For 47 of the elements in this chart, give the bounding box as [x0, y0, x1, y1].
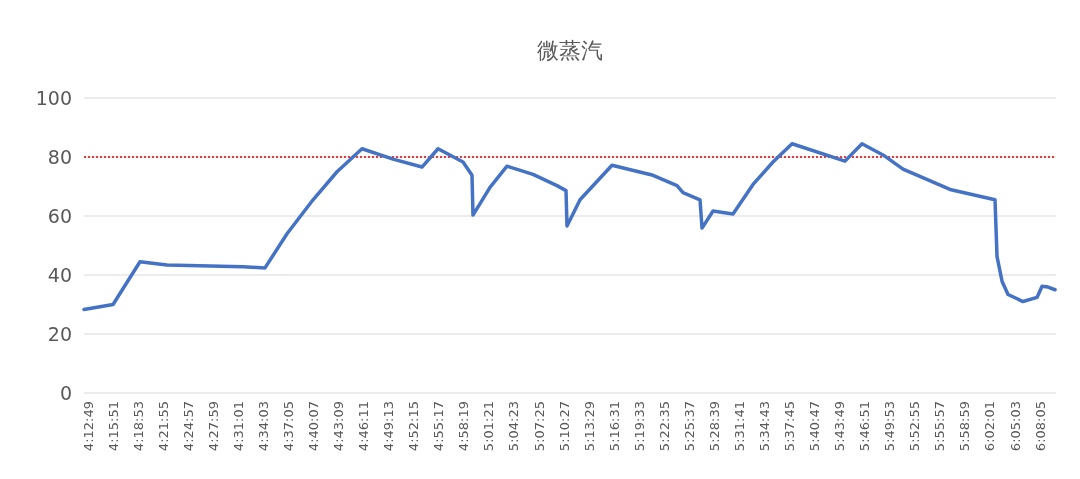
x-tick-label: 4:52:15 [406, 401, 422, 452]
y-tick-label: 80 [47, 145, 72, 168]
x-tick-label: 5:28:39 [706, 401, 722, 452]
x-tick-label: 4:40:07 [306, 401, 322, 452]
x-tick-label: 6:08:05 [1032, 401, 1048, 452]
x-tick-label: 4:31:01 [230, 401, 246, 452]
x-tick-label: 5:25:37 [681, 401, 697, 452]
x-tick-label: 6:02:01 [982, 401, 998, 452]
x-tick-label: 5:46:51 [857, 401, 873, 452]
y-tick-label: 20 [47, 322, 72, 345]
x-tick-label: 4:58:19 [456, 401, 472, 452]
line-series [82, 141, 1057, 312]
x-tick-label: 5:40:47 [807, 401, 823, 452]
x-tick-label: 5:07:25 [531, 401, 547, 452]
chart-title: 微蒸汽 [537, 38, 603, 63]
x-tick-label: 5:55:57 [932, 401, 948, 452]
x-tick-label: 5:04:23 [506, 401, 522, 452]
x-tick-label: 5:22:35 [656, 401, 672, 452]
x-tick-label: 6:05:03 [1007, 401, 1023, 452]
x-tick-label: 5:13:29 [581, 401, 597, 452]
y-tick-label: 100 [35, 86, 72, 109]
x-tick-label: 4:37:05 [281, 401, 297, 452]
x-tick-label: 5:10:27 [556, 401, 572, 452]
x-tick-label: 4:12:49 [80, 401, 96, 452]
x-tick-label: 5:01:21 [481, 401, 497, 452]
x-tick-label: 5:37:45 [782, 401, 798, 452]
x-tick-label: 4:34:03 [255, 401, 271, 452]
x-tick-label: 5:34:43 [756, 401, 772, 452]
x-tick-label: 4:27:59 [205, 401, 221, 452]
x-tick-label: 4:21:55 [155, 401, 171, 452]
x-tick-label: 5:31:41 [731, 401, 747, 452]
x-tick-label: 4:24:57 [180, 401, 196, 452]
y-tick-label: 0 [59, 381, 72, 404]
x-tick-label: 5:58:59 [957, 401, 973, 452]
x-tick-label: 4:18:53 [130, 401, 146, 452]
y-tick-label: 40 [47, 263, 72, 286]
x-tick-label: 4:55:17 [431, 401, 447, 452]
x-tick-label: 4:43:09 [331, 401, 347, 452]
x-tick-label: 5:43:49 [832, 401, 848, 452]
x-tick-label: 4:49:13 [381, 401, 397, 452]
y-tick-label: 60 [47, 204, 72, 227]
x-tick-label: 5:16:31 [606, 401, 622, 452]
x-tick-label: 5:49:53 [882, 401, 898, 452]
x-tick-label: 5:52:55 [907, 401, 923, 452]
x-tick-label: 4:46:11 [356, 401, 372, 452]
x-tick-label: 5:19:33 [631, 401, 647, 452]
x-tick-label: 4:15:51 [105, 401, 121, 452]
